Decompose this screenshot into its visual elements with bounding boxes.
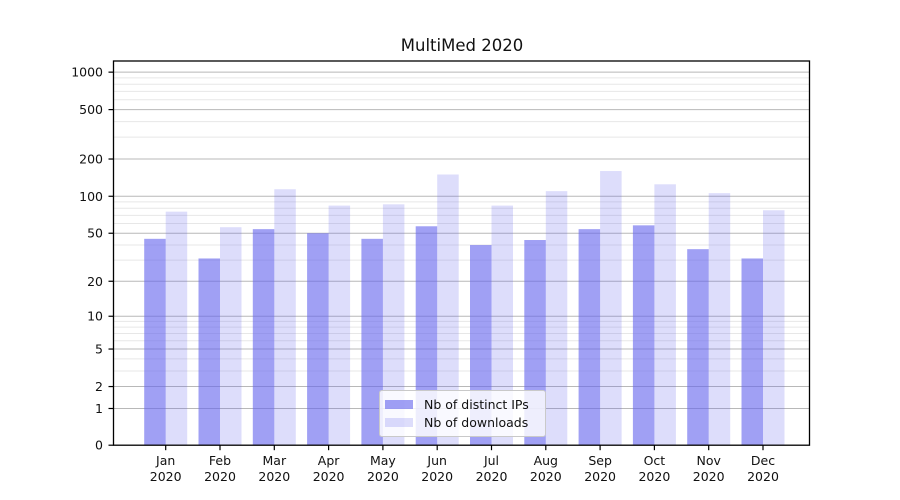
- x-tick-year-may: 2020: [367, 469, 399, 484]
- y-tick-label-2: 2: [95, 379, 103, 394]
- bar-distinct-ips-nov: [687, 249, 709, 446]
- x-tick-year-aug: 2020: [530, 469, 562, 484]
- bar-distinct-ips-feb: [198, 258, 220, 446]
- bar-distinct-ips-mar: [252, 229, 275, 446]
- x-tick-year-jul: 2020: [476, 469, 508, 484]
- bar-downloads-feb: [220, 227, 242, 446]
- bar-downloads-jun: [437, 174, 459, 446]
- bar-distinct-ips-apr: [307, 233, 329, 446]
- legend-label-distinct-ips: Nb of distinct IPs: [424, 397, 529, 412]
- bar-downloads-dec: [763, 210, 785, 446]
- x-tick-label-jan: Jan: [155, 453, 175, 468]
- y-tick-label-50: 50: [87, 226, 103, 241]
- x-tick-label-jun: Jun: [426, 453, 447, 468]
- legend: Nb of distinct IPs Nb of downloads: [379, 390, 546, 437]
- x-tick-label-aug: Aug: [534, 453, 558, 468]
- y-tick-label-1: 1: [95, 401, 103, 416]
- legend-swatch-distinct-ips: [385, 400, 413, 409]
- y-tick-label-20: 20: [87, 274, 103, 289]
- chart-title: MultiMed 2020: [400, 36, 524, 55]
- x-tick-year-mar: 2020: [258, 469, 290, 484]
- plot-border: [112, 60, 811, 446]
- bar-downloads-jul: [491, 205, 513, 446]
- legend-item-distinct-ips: Nb of distinct IPs: [385, 397, 537, 412]
- legend-swatch-downloads: [385, 418, 413, 427]
- bar-distinct-ips-oct: [632, 225, 655, 446]
- x-tick-label-nov: Nov: [696, 453, 721, 468]
- x-tick-label-jul: Jul: [483, 453, 499, 468]
- x-tick-label-mar: Mar: [263, 453, 287, 468]
- bar-downloads-aug: [545, 191, 568, 446]
- y-tick-label-5: 5: [95, 342, 103, 357]
- x-tick-year-dec: 2020: [747, 469, 779, 484]
- x-tick-year-jan: 2020: [150, 469, 182, 484]
- bar-downloads-sep: [600, 171, 622, 446]
- bar-downloads-apr: [328, 205, 351, 446]
- x-tick-label-feb: Feb: [209, 453, 231, 468]
- bar-downloads-mar: [274, 189, 296, 446]
- x-tick-label-apr: Apr: [318, 453, 340, 468]
- x-tick-year-nov: 2020: [693, 469, 725, 484]
- bar-downloads-oct: [654, 184, 676, 446]
- bar-distinct-ips-jan: [144, 238, 166, 446]
- y-tick-label-500: 500: [79, 102, 103, 117]
- y-tick-label-200: 200: [79, 152, 103, 167]
- x-tick-year-oct: 2020: [638, 469, 670, 484]
- x-tick-year-feb: 2020: [204, 469, 236, 484]
- bar-distinct-ips-dec: [741, 258, 763, 446]
- bar-downloads-may: [382, 204, 405, 446]
- y-tick-label-10: 10: [87, 309, 103, 324]
- x-tick-label-sep: Sep: [588, 453, 612, 468]
- x-tick-label-may: May: [370, 453, 396, 468]
- y-tick-label-1000: 1000: [71, 65, 103, 80]
- x-tick-label-oct: Oct: [644, 453, 666, 468]
- legend-label-downloads: Nb of downloads: [424, 415, 529, 430]
- y-tick-label-100: 100: [79, 189, 103, 204]
- x-tick-year-sep: 2020: [584, 469, 616, 484]
- bar-distinct-ips-sep: [578, 229, 601, 446]
- bar-downloads-nov: [708, 193, 731, 446]
- x-tick-label-dec: Dec: [751, 453, 775, 468]
- legend-item-downloads: Nb of downloads: [385, 415, 537, 430]
- x-tick-year-apr: 2020: [313, 469, 345, 484]
- y-tick-label-0: 0: [95, 438, 103, 453]
- x-tick-year-jun: 2020: [421, 469, 453, 484]
- bar-downloads-jan: [165, 211, 188, 446]
- bar-distinct-ips-may: [361, 238, 383, 446]
